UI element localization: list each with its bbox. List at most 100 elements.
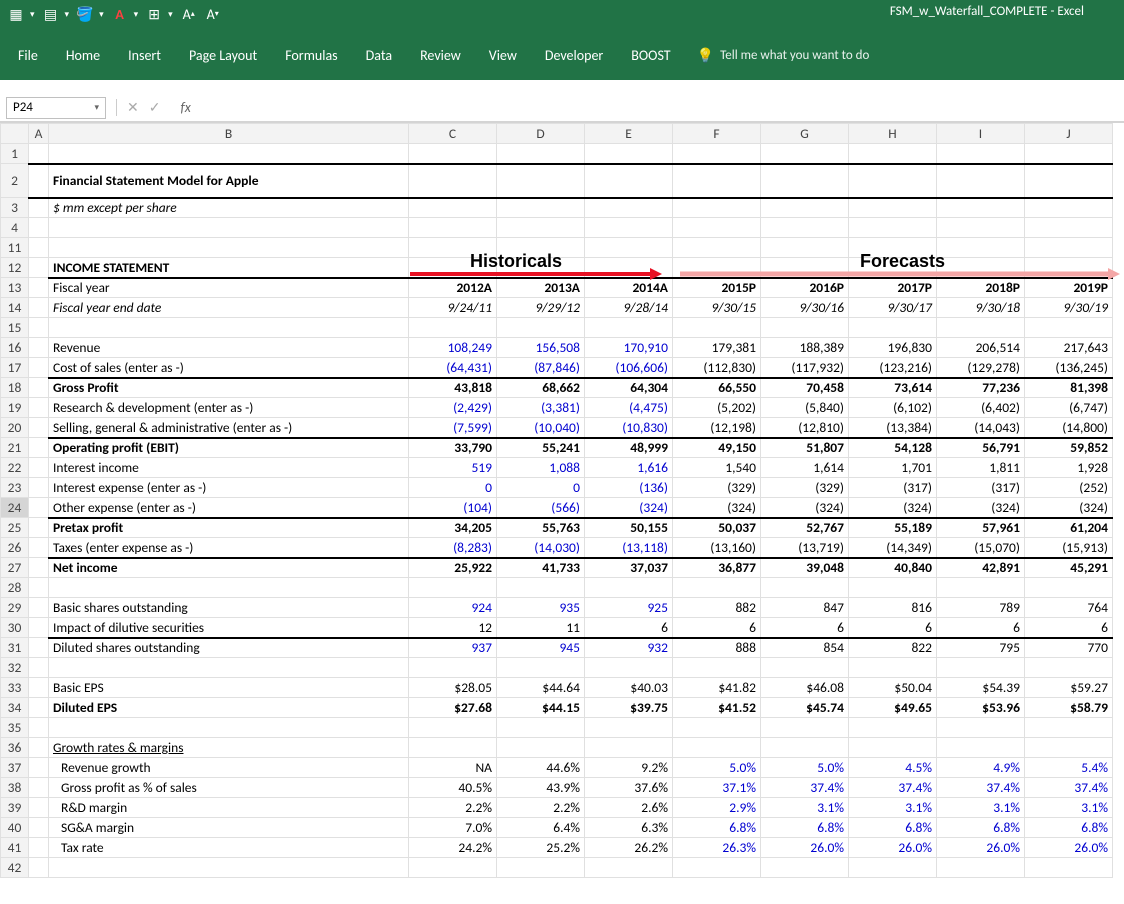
cell[interactable]: 795: [937, 638, 1025, 658]
cell[interactable]: [761, 318, 849, 338]
row-label[interactable]: Gross profit as % of sales: [49, 778, 409, 798]
cell[interactable]: 764: [1025, 598, 1113, 618]
cell[interactable]: 179,381: [673, 338, 761, 358]
row-label[interactable]: R&D margin: [49, 798, 409, 818]
cell[interactable]: 2016P: [761, 278, 849, 298]
cell[interactable]: [1025, 718, 1113, 738]
cell[interactable]: 37.6%: [585, 778, 673, 798]
cell[interactable]: 37.4%: [937, 778, 1025, 798]
increase-font-icon[interactable]: A▴: [181, 6, 197, 22]
cell[interactable]: [29, 238, 49, 258]
cell[interactable]: 24.2%: [409, 838, 497, 858]
row-label[interactable]: Fiscal year: [49, 278, 409, 298]
cell[interactable]: 12: [409, 618, 497, 638]
cell[interactable]: 26.0%: [937, 838, 1025, 858]
cell[interactable]: 26.0%: [761, 838, 849, 858]
cell[interactable]: 1,701: [849, 458, 937, 478]
cell[interactable]: 217,643: [1025, 338, 1113, 358]
decrease-font-icon[interactable]: A▾: [205, 6, 221, 22]
cell[interactable]: 2018P: [937, 278, 1025, 298]
row-label[interactable]: Diluted EPS: [49, 698, 409, 718]
cell[interactable]: 2019P: [1025, 278, 1113, 298]
cell[interactable]: 44.6%: [497, 758, 585, 778]
cell[interactable]: 932: [585, 638, 673, 658]
cell[interactable]: (14,800): [1025, 418, 1113, 438]
cell[interactable]: [29, 198, 49, 218]
cell[interactable]: [409, 198, 497, 218]
row-header-22[interactable]: 22: [1, 458, 29, 478]
cell[interactable]: $46.08: [761, 678, 849, 698]
cell[interactable]: [937, 238, 1025, 258]
cell[interactable]: 4.5%: [849, 758, 937, 778]
cell[interactable]: [849, 198, 937, 218]
row-header-25[interactable]: 25: [1, 518, 29, 538]
cell[interactable]: (566): [497, 498, 585, 518]
cell[interactable]: [1025, 164, 1113, 198]
cell[interactable]: 3.1%: [761, 798, 849, 818]
ribbon-tab-page-layout[interactable]: Page Layout: [187, 41, 259, 70]
row-label[interactable]: Net income: [49, 558, 409, 578]
cell[interactable]: [673, 318, 761, 338]
cell[interactable]: [497, 218, 585, 238]
row-header-24[interactable]: 24: [1, 498, 29, 518]
cell[interactable]: (106,606): [585, 358, 673, 378]
cell[interactable]: [585, 198, 673, 218]
cell[interactable]: [937, 718, 1025, 738]
cell[interactable]: 1,928: [1025, 458, 1113, 478]
row-header-39[interactable]: 39: [1, 798, 29, 818]
row-header-33[interactable]: 33: [1, 678, 29, 698]
row-label[interactable]: Growth rates & margins: [49, 738, 409, 758]
cell[interactable]: 770: [1025, 638, 1113, 658]
col-header-E[interactable]: E: [585, 124, 673, 144]
cell[interactable]: 26.2%: [585, 838, 673, 858]
cell[interactable]: [409, 578, 497, 598]
dropdown-icon[interactable]: ▾: [94, 102, 99, 113]
row-label[interactable]: Basic EPS: [49, 678, 409, 698]
cell[interactable]: (117,932): [761, 358, 849, 378]
cell[interactable]: [849, 238, 937, 258]
cell[interactable]: 37.4%: [1025, 778, 1113, 798]
ribbon-tab-boost[interactable]: BOOST: [629, 41, 672, 70]
cell[interactable]: [409, 718, 497, 738]
cell[interactable]: 9/28/14: [585, 298, 673, 318]
cell[interactable]: [409, 258, 497, 278]
cell[interactable]: 1,540: [673, 458, 761, 478]
cell[interactable]: [29, 598, 49, 618]
cell[interactable]: 59,852: [1025, 438, 1113, 458]
cell[interactable]: 26.3%: [673, 838, 761, 858]
row-header-30[interactable]: 30: [1, 618, 29, 638]
col-header-J[interactable]: J: [1025, 124, 1113, 144]
row-header-11[interactable]: 11: [1, 238, 29, 258]
cell[interactable]: (64,431): [409, 358, 497, 378]
cell[interactable]: [497, 658, 585, 678]
cell[interactable]: 6.4%: [497, 818, 585, 838]
cell[interactable]: 43.9%: [497, 778, 585, 798]
cell[interactable]: 7.0%: [409, 818, 497, 838]
cell[interactable]: [29, 438, 49, 458]
cell[interactable]: 6: [673, 618, 761, 638]
cell[interactable]: [29, 218, 49, 238]
cell[interactable]: (13,160): [673, 538, 761, 558]
cell[interactable]: 9/30/18: [937, 298, 1025, 318]
row-label[interactable]: Pretax profit: [49, 518, 409, 538]
cell[interactable]: 108,249: [409, 338, 497, 358]
name-box[interactable]: P24 ▾: [6, 97, 106, 119]
cell[interactable]: 73,614: [849, 378, 937, 398]
cell[interactable]: 9/29/12: [497, 298, 585, 318]
cell[interactable]: 925: [585, 598, 673, 618]
cell[interactable]: (3,381): [497, 398, 585, 418]
cell[interactable]: 4.9%: [937, 758, 1025, 778]
cell[interactable]: [29, 318, 49, 338]
cell[interactable]: [673, 578, 761, 598]
cell[interactable]: 37.1%: [673, 778, 761, 798]
row-header-16[interactable]: 16: [1, 338, 29, 358]
ribbon-tab-insert[interactable]: Insert: [126, 41, 163, 70]
cell[interactable]: 854: [761, 638, 849, 658]
dropdown-icon[interactable]: ▾: [65, 9, 70, 20]
cell[interactable]: $41.82: [673, 678, 761, 698]
cell[interactable]: (6,402): [937, 398, 1025, 418]
cell[interactable]: [497, 238, 585, 258]
cell[interactable]: (2,429): [409, 398, 497, 418]
cell[interactable]: 68,662: [497, 378, 585, 398]
cell[interactable]: 36,877: [673, 558, 761, 578]
